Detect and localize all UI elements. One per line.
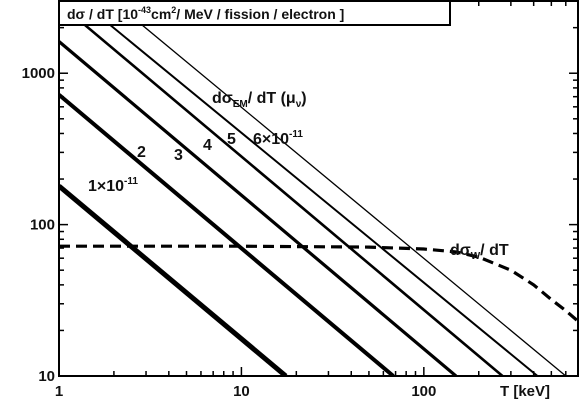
series-label-2: 2 [137,144,146,161]
series-label-1: 1×10-11 [88,176,138,195]
series-label-6: 6×10-11 [253,129,303,148]
em-series-line-2 [59,93,395,376]
x-axis-label: T [keV] [500,383,550,400]
weak-label: dσW/ dT [450,242,509,262]
chart-title: dσ / dT [10-43cm2/ MeV / fission / elect… [67,5,344,22]
plot-frame [58,0,579,377]
series-label-4: 4 [203,137,212,154]
series-label-5: 5 [227,131,236,148]
weak-cross-section-line [59,244,578,323]
title-box [58,0,451,26]
series-label-3: 3 [174,147,183,164]
em-series-line-4 [59,2,504,376]
em-series-line-5 [80,1,539,376]
series-layer [59,1,578,376]
x-tick-label: 100 [411,383,436,400]
em-label: dσEM/ dT (μν) [212,90,307,110]
y-tick-label: 1000 [22,65,55,82]
em-series-line-1 [59,184,288,376]
em-series-line-3 [59,40,458,376]
em-series-line-6 [112,1,567,376]
y-tick-label: 10 [38,368,55,385]
x-tick-label: 1 [55,383,63,400]
y-tick-label: 100 [30,217,55,234]
x-tick-label: 10 [233,383,250,400]
